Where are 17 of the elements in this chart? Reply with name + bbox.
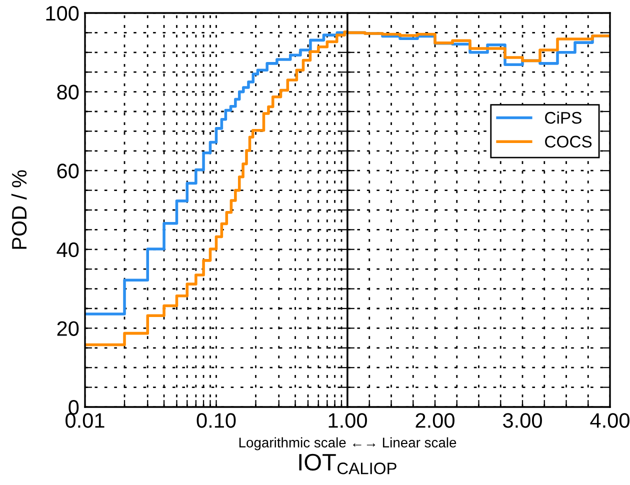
y-tick-label: 80 [57,84,79,100]
x-axis-title: IOT$_{CALIOP}$ [299,454,396,474]
y-tick-label: 20 [57,321,79,336]
text: Logarithmic scale ←→ Linear scale [239,437,456,450]
x-tick-label: 0.10 [196,413,236,428]
x-tick-label: 1.00 [328,413,367,428]
y-tick-label: 60 [57,164,79,178]
x-tick-label: 2.00 [416,413,454,428]
x-tick-label: 0.01 [66,413,104,428]
x-tick-label: 3.00 [503,413,542,428]
x-tick-label: 4.00 [590,413,630,428]
y-tick-label: 0 [68,400,79,415]
legend-label: CiPS [545,111,582,124]
y-tick-label: 40 [56,242,79,258]
legend-label: COCS [545,136,592,148]
y-tick-label: 100 [46,6,79,21]
y-axis-title: POD / % [11,170,27,249]
